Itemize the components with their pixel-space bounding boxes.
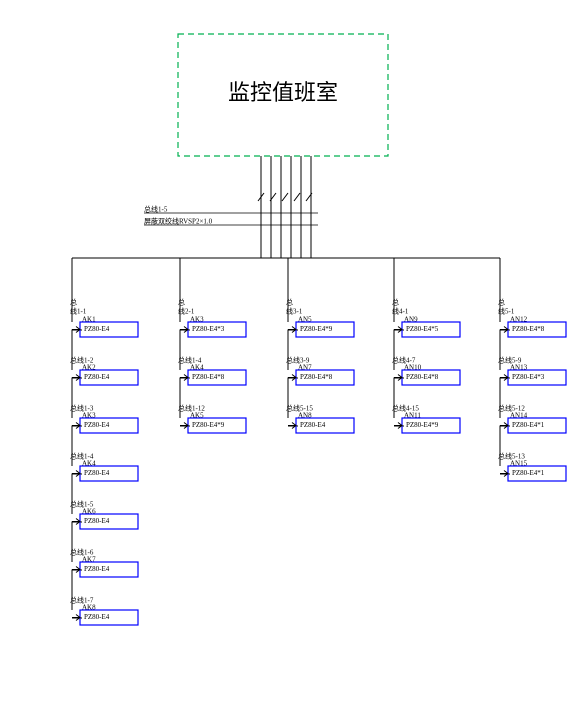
diagram-canvas: 监控值班室总线1-5屏蔽双绞线RVSP2×1.0总线1-1总线2-1总线3-1总… [0,0,587,714]
svg-text:总: 总 [70,298,77,307]
svg-text:PZ80-E4*3: PZ80-E4*3 [192,325,225,333]
svg-text:线3-1: 线3-1 [286,307,303,316]
svg-text:PZ80-E4*8: PZ80-E4*8 [512,325,545,333]
svg-text:PZ80-E4*1: PZ80-E4*1 [512,421,545,429]
svg-text:线5-1: 线5-1 [498,307,515,316]
svg-text:PZ80-E4*9: PZ80-E4*9 [192,421,225,429]
svg-text:PZ80-E4: PZ80-E4 [84,373,110,381]
svg-text:PZ80-E4: PZ80-E4 [84,613,110,621]
svg-text:PZ80-E4*1: PZ80-E4*1 [512,469,545,477]
svg-text:总线1-5: 总线1-5 [144,205,168,214]
svg-text:PZ80-E4: PZ80-E4 [300,421,326,429]
svg-text:PZ80-E4: PZ80-E4 [84,565,110,573]
svg-text:总: 总 [392,298,399,307]
svg-text:PZ80-E4*8: PZ80-E4*8 [406,373,439,381]
svg-text:总: 总 [178,298,185,307]
svg-text:PZ80-E4*8: PZ80-E4*8 [300,373,333,381]
svg-text:总: 总 [286,298,293,307]
svg-text:屏蔽双绞线RVSP2×1.0: 屏蔽双绞线RVSP2×1.0 [144,217,213,226]
svg-text:PZ80-E4*5: PZ80-E4*5 [406,325,439,333]
svg-text:PZ80-E4: PZ80-E4 [84,421,110,429]
monitoring-room-title: 监控值班室 [228,80,338,105]
svg-text:线1-1: 线1-1 [70,307,87,316]
svg-text:线2-1: 线2-1 [178,307,195,316]
svg-text:PZ80-E4*9: PZ80-E4*9 [406,421,439,429]
svg-text:总: 总 [498,298,505,307]
svg-text:PZ80-E4: PZ80-E4 [84,469,110,477]
svg-text:PZ80-E4: PZ80-E4 [84,517,110,525]
svg-text:线4-1: 线4-1 [392,307,409,316]
svg-text:PZ80-E4*8: PZ80-E4*8 [192,373,225,381]
svg-text:PZ80-E4*3: PZ80-E4*3 [512,373,545,381]
svg-text:PZ80-E4*9: PZ80-E4*9 [300,325,333,333]
svg-text:PZ80-E4: PZ80-E4 [84,325,110,333]
